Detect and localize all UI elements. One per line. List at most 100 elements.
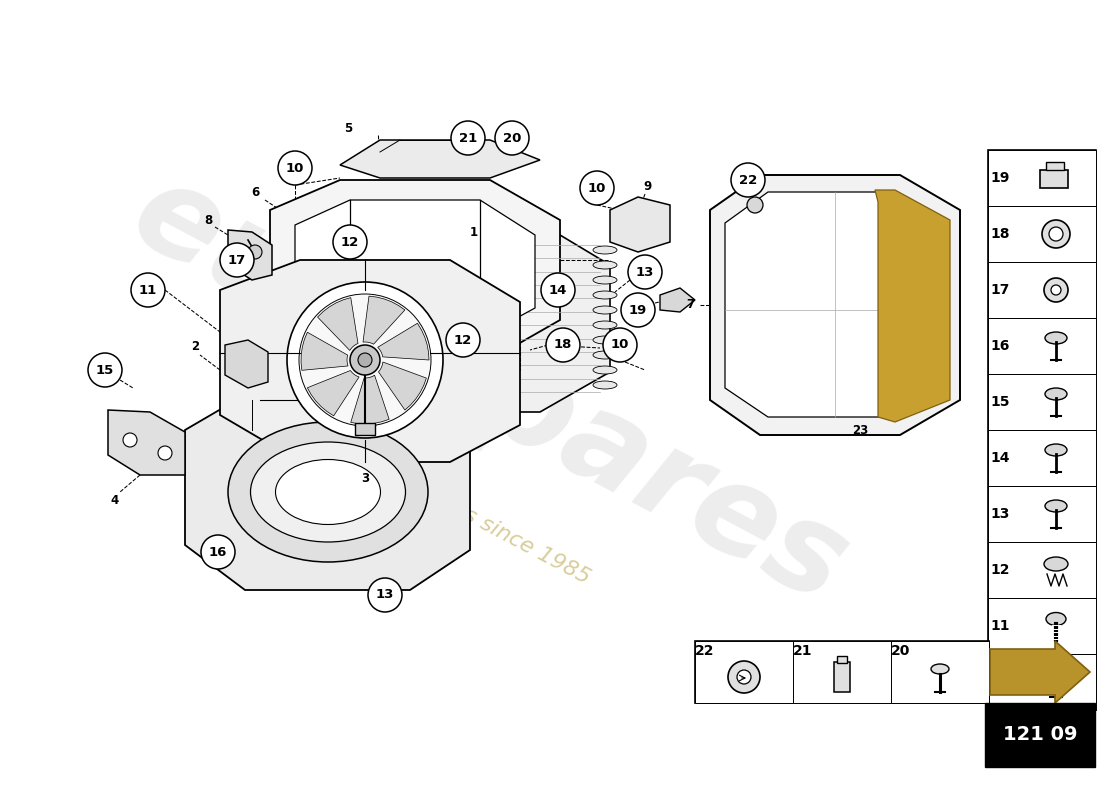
Text: 10: 10 (587, 182, 606, 194)
Text: 16: 16 (990, 339, 1010, 353)
Text: 19: 19 (990, 171, 1010, 185)
Circle shape (1044, 278, 1068, 302)
Text: a passion for parts since 1985: a passion for parts since 1985 (287, 412, 593, 588)
Text: 9: 9 (644, 179, 652, 193)
Bar (834, 662, 850, 692)
Circle shape (1042, 220, 1070, 248)
Text: 5: 5 (344, 122, 352, 134)
Circle shape (546, 328, 580, 362)
Bar (988, 542, 1096, 598)
Circle shape (1049, 227, 1063, 241)
Text: 14: 14 (990, 451, 1010, 465)
Circle shape (495, 121, 529, 155)
Polygon shape (725, 192, 945, 417)
Polygon shape (301, 332, 348, 370)
Text: 121 09: 121 09 (1003, 726, 1077, 745)
Text: 10: 10 (610, 338, 629, 351)
Circle shape (201, 535, 235, 569)
Polygon shape (226, 340, 268, 388)
Polygon shape (185, 395, 470, 590)
Ellipse shape (593, 336, 617, 344)
Text: 22: 22 (695, 644, 715, 658)
Circle shape (158, 446, 172, 460)
Ellipse shape (593, 366, 617, 374)
Bar (988, 206, 1096, 262)
Circle shape (580, 171, 614, 205)
Circle shape (451, 121, 485, 155)
Ellipse shape (931, 664, 949, 674)
Bar (988, 318, 1096, 374)
Text: 18: 18 (990, 227, 1010, 241)
Polygon shape (874, 190, 950, 422)
Bar (984, 703, 1094, 767)
Text: 20: 20 (891, 644, 911, 658)
Polygon shape (351, 375, 389, 424)
Text: 12: 12 (454, 334, 472, 346)
Polygon shape (307, 370, 359, 416)
Text: 13: 13 (376, 589, 394, 602)
Polygon shape (228, 230, 272, 280)
Circle shape (541, 273, 575, 307)
Circle shape (333, 225, 367, 259)
Circle shape (123, 433, 138, 447)
Text: 11: 11 (139, 283, 157, 297)
Polygon shape (660, 288, 695, 312)
Circle shape (603, 328, 637, 362)
Circle shape (220, 243, 254, 277)
Polygon shape (610, 197, 670, 252)
Text: 14: 14 (549, 283, 568, 297)
Ellipse shape (1046, 613, 1066, 626)
Text: eurospares: eurospares (112, 151, 867, 629)
Text: 19: 19 (629, 303, 647, 317)
Ellipse shape (1045, 388, 1067, 400)
Ellipse shape (593, 291, 617, 299)
Text: 6: 6 (251, 186, 260, 198)
Text: 15: 15 (990, 395, 1010, 409)
Ellipse shape (593, 246, 617, 254)
Text: 1: 1 (470, 226, 478, 238)
Text: 11: 11 (990, 619, 1010, 633)
Text: 12: 12 (990, 563, 1010, 577)
Circle shape (350, 345, 380, 375)
Polygon shape (710, 175, 960, 435)
Ellipse shape (1044, 557, 1068, 571)
Bar (793, 641, 891, 703)
Text: 13: 13 (990, 507, 1010, 521)
Bar (1040, 170, 1068, 188)
Bar (837, 656, 847, 663)
Text: 13: 13 (636, 266, 654, 278)
Bar (695, 641, 793, 703)
Ellipse shape (1045, 668, 1067, 682)
Circle shape (446, 323, 480, 357)
Bar (988, 430, 1096, 486)
Circle shape (88, 353, 122, 387)
Polygon shape (270, 180, 560, 360)
Text: 21: 21 (459, 131, 477, 145)
Polygon shape (340, 140, 540, 178)
Text: 8: 8 (204, 214, 212, 226)
Circle shape (728, 661, 760, 693)
Ellipse shape (251, 442, 406, 542)
Circle shape (1050, 285, 1062, 295)
Text: 15: 15 (96, 363, 114, 377)
Text: 4: 4 (111, 494, 119, 506)
Text: 2: 2 (191, 339, 199, 353)
Text: 12: 12 (341, 235, 359, 249)
Text: 23: 23 (851, 423, 868, 437)
Polygon shape (220, 260, 520, 462)
Text: 22: 22 (739, 174, 757, 186)
Polygon shape (363, 296, 405, 344)
Text: 10: 10 (990, 675, 1010, 689)
Polygon shape (990, 641, 1090, 703)
Bar (355, 423, 375, 435)
Ellipse shape (593, 381, 617, 389)
Ellipse shape (275, 459, 381, 525)
Text: 10: 10 (286, 162, 305, 174)
Circle shape (737, 670, 751, 684)
Ellipse shape (593, 306, 617, 314)
Bar (988, 654, 1096, 710)
Circle shape (278, 151, 312, 185)
Ellipse shape (593, 321, 617, 329)
Ellipse shape (228, 422, 428, 562)
Ellipse shape (1045, 500, 1067, 512)
